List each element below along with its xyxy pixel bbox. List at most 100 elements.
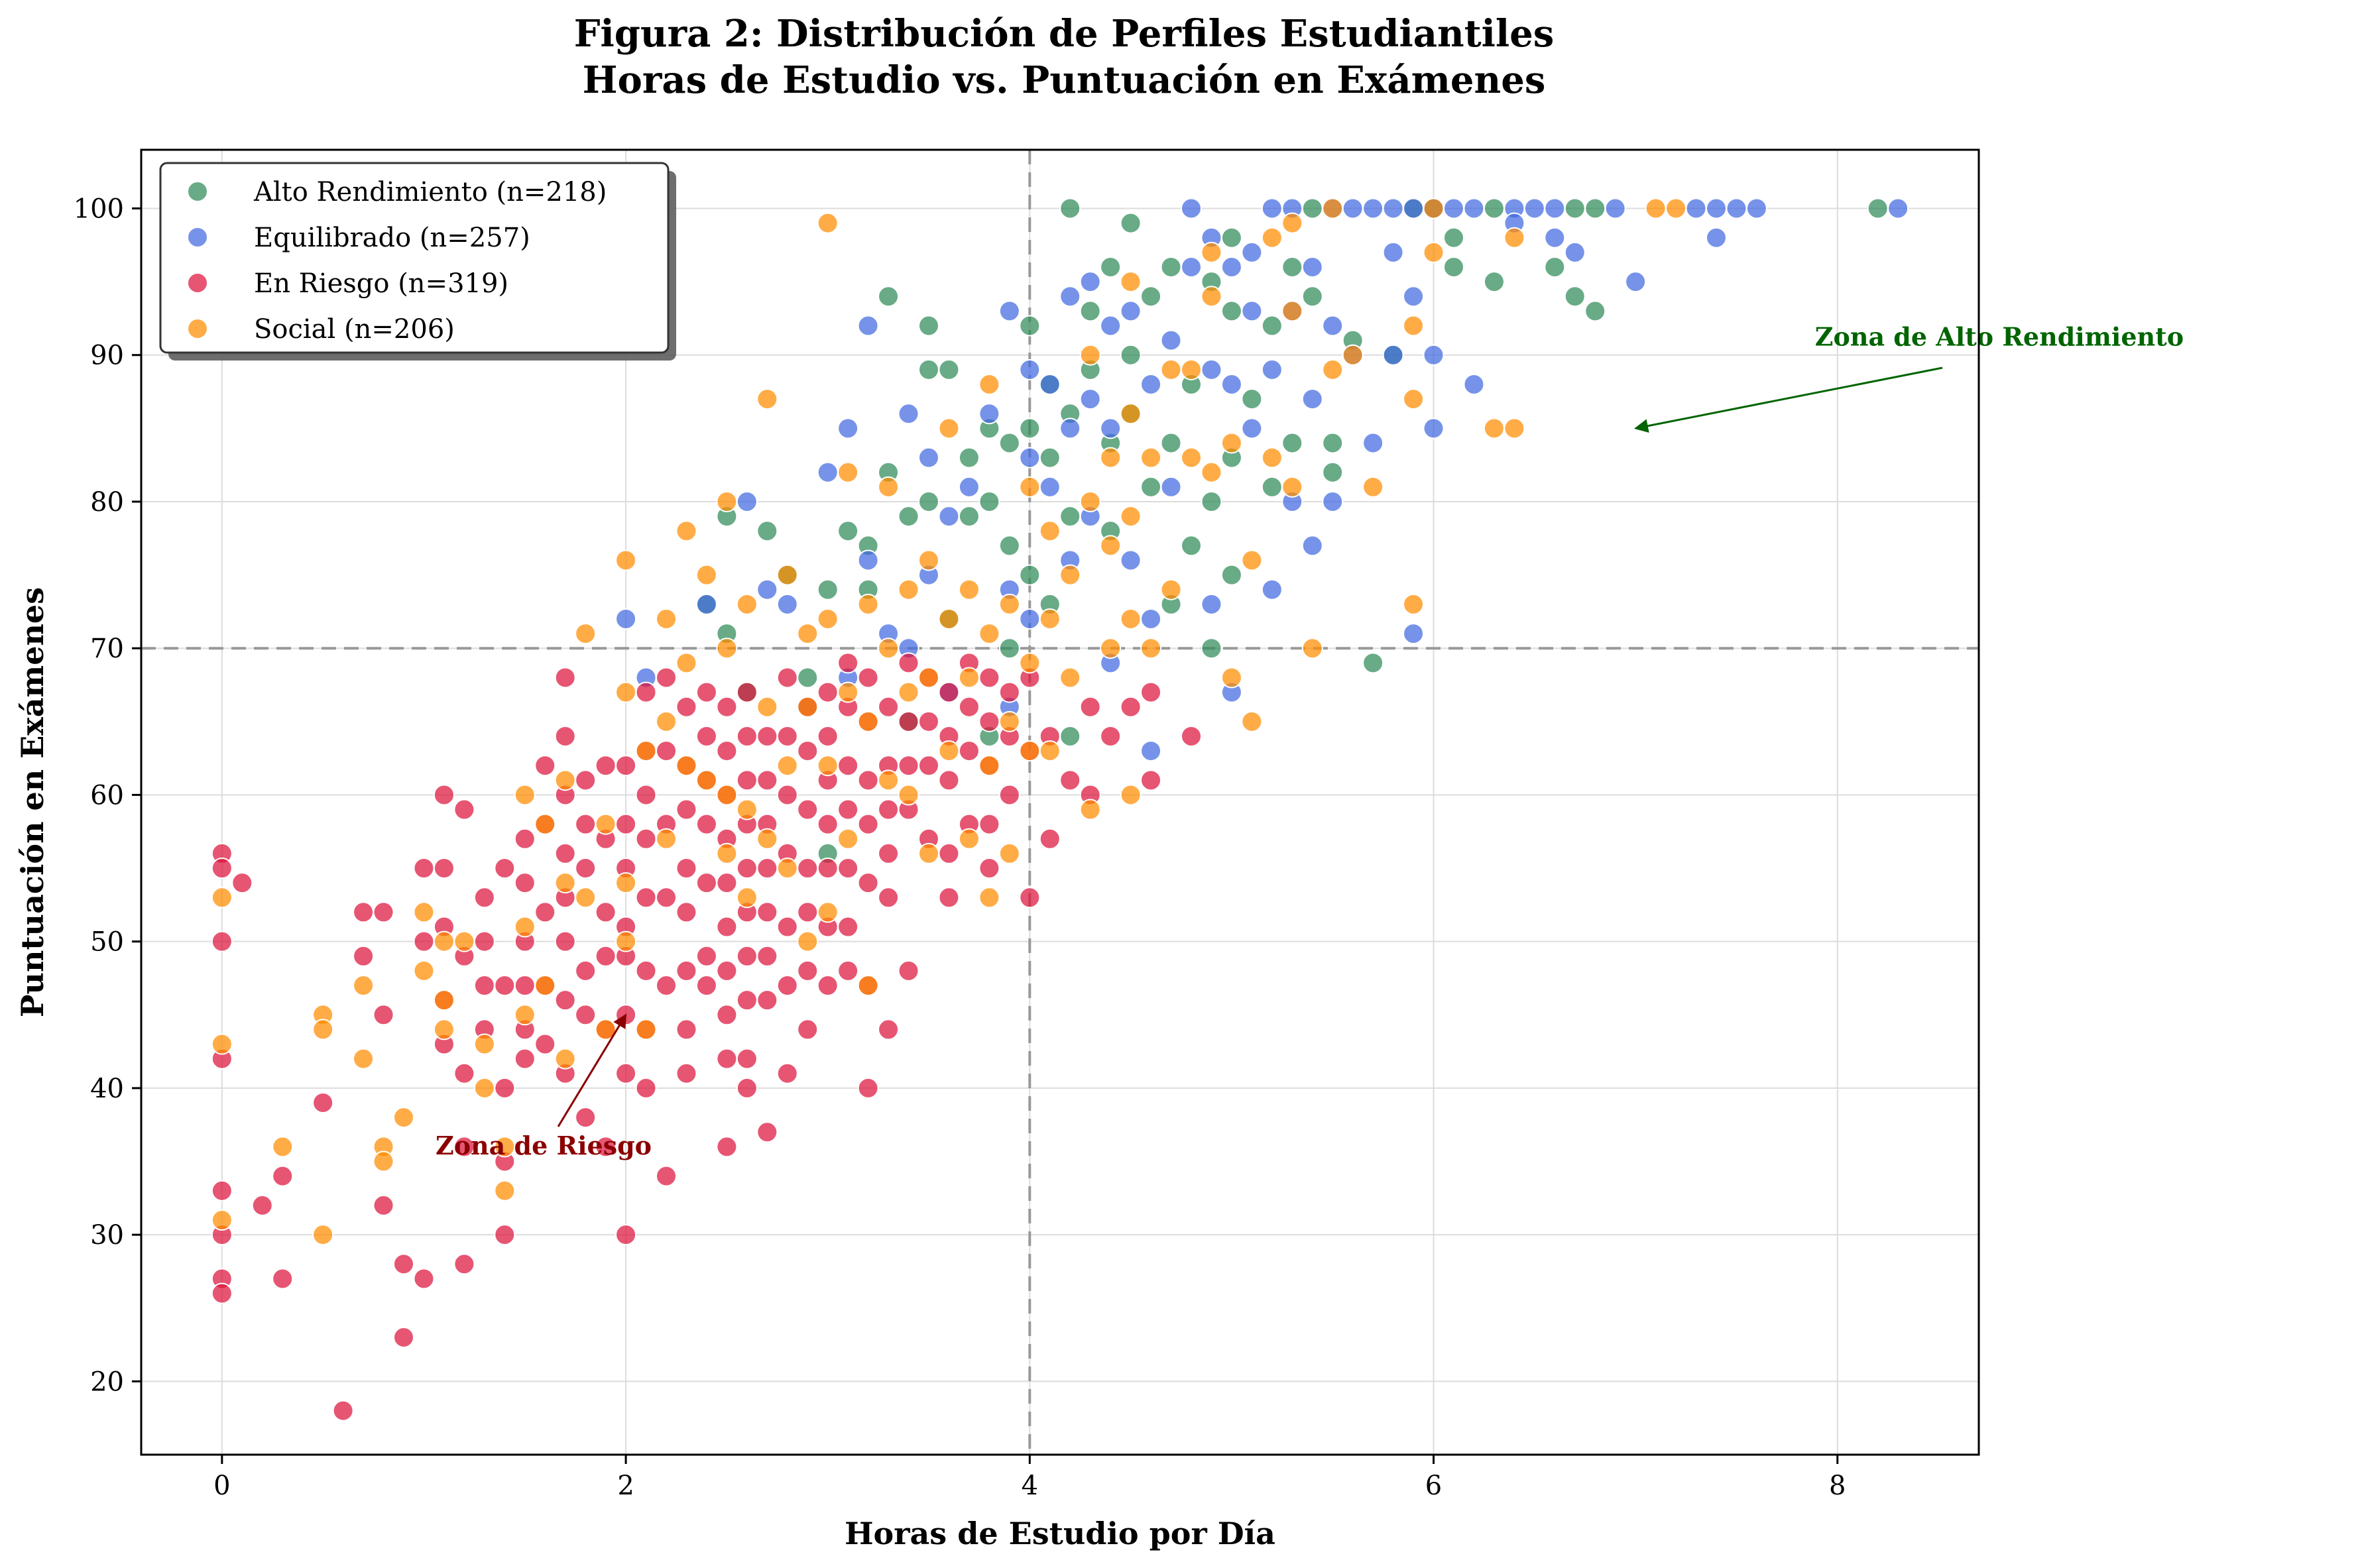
data-point-series-2 [756,901,778,923]
data-point-series-2 [797,901,819,923]
data-point-series-2 [575,813,597,835]
data-point-series-3 [1120,608,1142,630]
data-point-series-2 [837,652,859,674]
data-point-series-3 [878,638,900,659]
data-point-series-2 [695,813,717,835]
data-point-series-3 [1281,212,1303,234]
data-point-series-3 [837,461,859,483]
data-point-series-0 [1220,300,1242,322]
data-point-series-2 [756,989,778,1011]
data-point-series-3 [1039,740,1061,762]
data-point-series-2 [534,1033,556,1055]
data-point-series-2 [554,930,576,952]
data-point-series-3 [393,1107,414,1129]
data-point-series-3 [1645,197,1667,219]
data-point-series-1 [1685,197,1707,219]
data-point-series-1 [1059,286,1081,308]
data-point-series-3 [534,813,556,835]
data-point-series-2 [1140,769,1162,791]
data-point-series-0 [1301,286,1323,308]
data-point-series-2 [837,755,859,777]
data-point-series-3 [918,667,939,689]
data-point-series-3 [958,828,980,850]
data-point-series-2 [817,858,839,879]
data-point-series-2 [676,696,697,718]
data-point-series-1 [1342,197,1364,219]
data-point-series-2 [716,740,738,762]
data-point-series-1 [756,579,778,600]
legend-label-1: Equilibrado (n=257) [254,223,530,253]
data-point-series-2 [716,872,738,894]
data-point-series-0 [1261,476,1283,498]
data-point-series-2 [433,784,455,806]
data-point-series-2 [797,960,819,981]
data-point-series-1 [1261,579,1283,600]
data-point-series-2 [978,858,1000,879]
y-tick-label: 40 [90,1074,124,1104]
data-point-series-2 [817,975,839,997]
data-point-series-2 [898,960,919,981]
data-point-series-2 [514,975,536,997]
data-point-series-1 [857,315,879,337]
data-point-series-3 [1120,403,1142,425]
data-point-series-1 [1241,300,1263,322]
data-point-series-3 [978,373,1000,395]
data-point-series-0 [1059,506,1081,528]
data-point-series-3 [1423,241,1444,263]
data-point-series-1 [1423,344,1444,366]
data-point-series-3 [695,769,717,791]
data-point-series-3 [353,975,375,997]
data-point-series-2 [736,769,758,791]
data-point-series-3 [312,1019,334,1040]
data-point-series-3 [797,696,819,718]
data-point-series-2 [817,813,839,835]
data-point-series-3 [1342,344,1364,366]
data-point-series-3 [1039,520,1061,542]
x-tick-label: 8 [1829,1471,1846,1501]
data-point-series-3 [857,710,879,732]
data-point-series-2 [514,828,536,850]
data-point-series-1 [1019,447,1041,469]
data-point-series-2 [494,858,516,879]
data-point-series-2 [211,858,233,879]
data-point-series-1 [1403,623,1425,645]
legend-marker-3 [187,318,208,339]
data-point-series-3 [1483,418,1505,439]
data-point-series-1 [1463,373,1485,395]
data-point-series-1 [1362,432,1384,454]
data-point-series-2 [615,1062,637,1084]
data-point-series-2 [776,975,798,997]
data-point-series-1 [1362,197,1384,219]
data-point-series-3 [918,549,939,571]
data-point-series-1 [1140,373,1162,395]
data-point-series-2 [676,1062,697,1084]
data-point-series-1 [1019,359,1041,380]
data-point-series-2 [817,681,839,703]
data-point-series-3 [837,828,859,850]
data-point-series-1 [1160,329,1182,351]
data-point-series-0 [1039,447,1061,469]
data-point-series-0 [1201,638,1222,659]
data-point-series-0 [1443,227,1464,249]
data-point-series-3 [998,842,1020,864]
annotation-risk: Zona de Riesgo [436,1131,652,1160]
data-point-series-2 [1039,828,1061,850]
x-tick-label: 6 [1425,1471,1442,1501]
data-point-series-3 [716,784,738,806]
data-point-series-0 [1120,212,1142,234]
data-point-series-0 [1059,197,1081,219]
data-point-series-2 [837,960,859,981]
data-point-series-3 [958,667,980,689]
data-point-series-2 [837,858,859,879]
data-point-series-1 [1181,197,1202,219]
data-point-series-3 [312,1224,334,1246]
data-point-series-2 [615,755,637,777]
chart-title-line1: Figura 2: Distribución de Perfiles Estud… [574,12,1555,56]
data-point-series-2 [332,1400,354,1422]
data-point-series-3 [453,930,475,952]
data-point-series-0 [1079,300,1101,322]
data-point-series-1 [1382,197,1404,219]
data-point-series-3 [514,1004,536,1026]
data-point-series-3 [554,769,576,791]
plot-area-frame [140,148,1980,1456]
